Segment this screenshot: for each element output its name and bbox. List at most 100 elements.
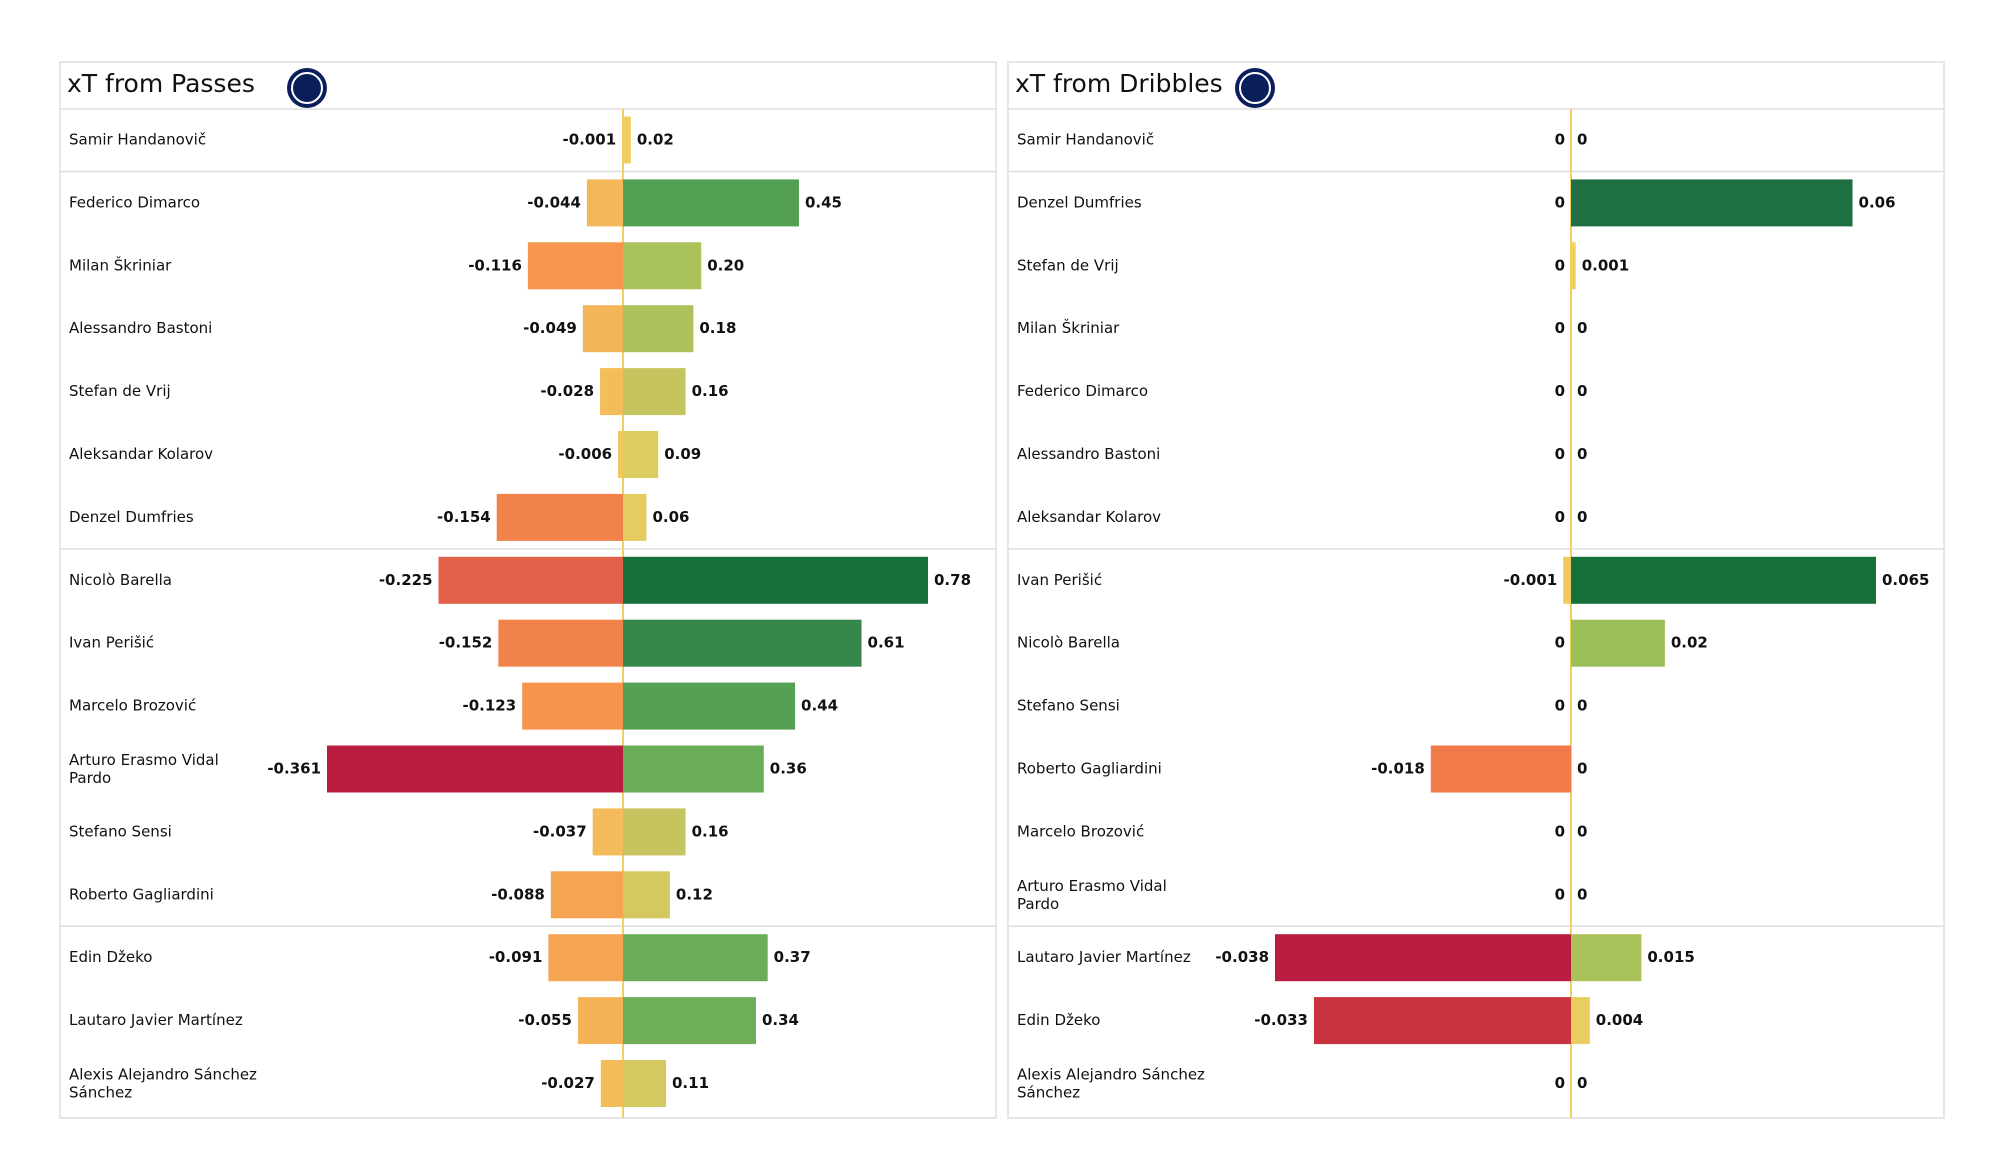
player-name: Alessandro Bastoni <box>1017 445 1160 463</box>
negative-bar <box>586 179 623 227</box>
value-label: 0.36 <box>770 760 807 778</box>
value-label: 0.004 <box>1596 1011 1643 1029</box>
value-label: 0.12 <box>676 885 713 903</box>
value-label: 0.16 <box>692 382 729 400</box>
player-name: Edin Džeko <box>1017 1011 1100 1029</box>
positive-bar <box>1571 556 1876 604</box>
value-label: -0.361 <box>267 760 321 778</box>
negative-bar <box>438 556 623 604</box>
player-name: Denzel Dumfries <box>1017 193 1142 211</box>
value-label: 0 <box>1555 1074 1565 1092</box>
player-name: Marcelo Brozović <box>1017 822 1144 840</box>
negative-bar <box>498 619 623 667</box>
player-name: Ivan Perišić <box>1017 571 1102 589</box>
player-name: Stefano Sensi <box>1017 697 1120 715</box>
value-label: -0.044 <box>527 193 581 211</box>
value-label: 0.20 <box>707 256 744 274</box>
value-label: 0.78 <box>934 571 971 589</box>
value-label: -0.033 <box>1254 1011 1308 1029</box>
player-name: Federico Dimarco <box>1017 382 1148 400</box>
player-name: Aleksandar Kolarov <box>69 445 213 463</box>
positive-bar <box>623 305 694 353</box>
positive-bar <box>623 619 862 667</box>
value-label: -0.037 <box>533 822 587 840</box>
value-label: 0 <box>1577 760 1587 778</box>
positive-bar <box>623 682 796 730</box>
player-name: Milan Škriniar <box>1017 318 1120 337</box>
positive-bar <box>1571 934 1642 982</box>
negative-bar <box>527 242 623 290</box>
value-label: 0 <box>1555 634 1565 652</box>
value-label: 0.001 <box>1582 256 1629 274</box>
value-label: 0.34 <box>762 1011 799 1029</box>
positive-bar <box>623 934 768 982</box>
negative-bar <box>1563 556 1571 604</box>
player-name: Arturo Erasmo Vidal Pardo <box>69 751 224 787</box>
value-label: 0 <box>1555 508 1565 526</box>
player-name: Stefan de Vrij <box>69 382 171 400</box>
value-label: 0 <box>1555 193 1565 211</box>
value-label: 0 <box>1577 382 1587 400</box>
player-name: Milan Škriniar <box>69 255 172 274</box>
value-label: 0 <box>1555 382 1565 400</box>
value-label: 0.065 <box>1882 571 1929 589</box>
value-label: 0 <box>1577 822 1587 840</box>
value-label: -0.123 <box>462 697 516 715</box>
negative-bar <box>577 997 623 1045</box>
value-label: -0.027 <box>541 1074 595 1092</box>
value-label: 0 <box>1577 885 1587 903</box>
negative-bar <box>327 745 623 793</box>
player-name: Marcelo Brozović <box>69 697 196 715</box>
value-label: -0.001 <box>563 131 617 149</box>
club-logo-ring <box>291 72 323 104</box>
value-label: -0.088 <box>491 885 545 903</box>
positive-bar <box>623 997 756 1045</box>
value-label: 0 <box>1577 1074 1587 1092</box>
chart-title: xT from Passes <box>67 69 255 98</box>
negative-bar <box>548 934 623 982</box>
positive-bar <box>1571 179 1853 227</box>
value-label: 0.45 <box>805 193 842 211</box>
positive-bar <box>623 871 670 919</box>
value-label: -0.116 <box>468 256 522 274</box>
panel-border <box>59 61 997 1119</box>
player-name: Roberto Gagliardini <box>69 885 214 903</box>
panel-border <box>1007 61 1945 1119</box>
value-label: 0 <box>1555 445 1565 463</box>
negative-bar <box>1275 934 1571 982</box>
positive-bar <box>623 116 631 164</box>
value-label: 0.16 <box>692 822 729 840</box>
positive-bar <box>623 431 659 478</box>
player-name: Arturo Erasmo Vidal Pardo <box>1017 876 1172 912</box>
positive-bar <box>623 808 686 856</box>
positive-bar <box>1571 619 1665 667</box>
player-name: Federico Dimarco <box>69 193 200 211</box>
value-label: -0.049 <box>523 319 577 337</box>
value-label: 0.02 <box>637 131 674 149</box>
value-label: 0.61 <box>868 634 905 652</box>
player-name: Lautaro Javier Martínez <box>1017 948 1191 966</box>
chart-title: xT from Dribbles <box>1015 69 1223 98</box>
value-label: 0 <box>1577 131 1587 149</box>
value-label: 0.06 <box>1859 193 1896 211</box>
value-label: -0.154 <box>437 508 491 526</box>
value-label: -0.006 <box>558 445 612 463</box>
value-label: 0 <box>1555 822 1565 840</box>
value-label: 0.37 <box>774 948 811 966</box>
value-label: -0.001 <box>1504 571 1558 589</box>
value-label: 0 <box>1577 697 1587 715</box>
player-name: Nicolò Barella <box>1017 634 1120 652</box>
player-name: Nicolò Barella <box>69 571 172 589</box>
value-label: 0 <box>1577 445 1587 463</box>
negative-bar <box>496 493 623 541</box>
value-label: 0 <box>1555 131 1565 149</box>
positive-bar <box>623 368 686 416</box>
negative-bar <box>1313 997 1571 1045</box>
value-label: -0.038 <box>1215 948 1269 966</box>
value-label: 0.02 <box>1671 634 1708 652</box>
value-label: 0.06 <box>652 508 689 526</box>
player-name: Lautaro Javier Martínez <box>69 1011 243 1029</box>
value-label: 0.18 <box>699 319 736 337</box>
